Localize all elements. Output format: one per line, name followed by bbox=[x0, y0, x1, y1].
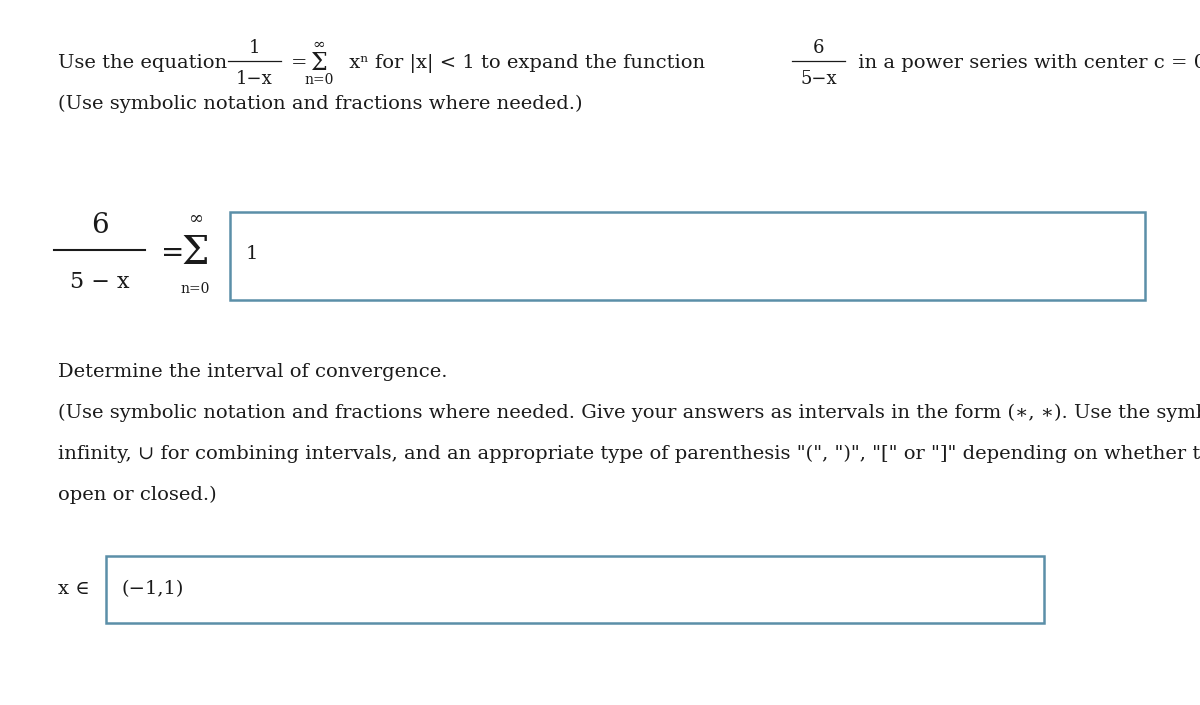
Text: 1: 1 bbox=[248, 39, 260, 57]
Text: Determine the interval of convergence.: Determine the interval of convergence. bbox=[58, 363, 448, 381]
Text: 1−x: 1−x bbox=[236, 70, 272, 88]
Text: 5−x: 5−x bbox=[800, 70, 836, 88]
Text: Σ: Σ bbox=[311, 52, 328, 75]
Text: in a power series with center c = 0.: in a power series with center c = 0. bbox=[852, 54, 1200, 73]
Text: (Use symbolic notation and fractions where needed.): (Use symbolic notation and fractions whe… bbox=[58, 94, 582, 113]
Text: xⁿ for |x| < 1 to expand the function: xⁿ for |x| < 1 to expand the function bbox=[343, 54, 706, 73]
Text: (Use symbolic notation and fractions where needed. Give your answers as interval: (Use symbolic notation and fractions whe… bbox=[58, 404, 1200, 422]
Text: Σ: Σ bbox=[182, 235, 209, 272]
Text: open or closed.): open or closed.) bbox=[58, 486, 216, 504]
FancyBboxPatch shape bbox=[106, 556, 1044, 623]
Text: =: = bbox=[161, 240, 184, 267]
Text: 6: 6 bbox=[812, 39, 824, 57]
Text: 1: 1 bbox=[246, 245, 258, 263]
Text: ∞: ∞ bbox=[188, 209, 203, 228]
Text: 6: 6 bbox=[91, 212, 108, 239]
Text: infinity, ∪ for combining intervals, and an appropriate type of parenthesis "(",: infinity, ∪ for combining intervals, and… bbox=[58, 445, 1200, 463]
Text: n=0: n=0 bbox=[181, 282, 210, 296]
Text: =: = bbox=[290, 54, 307, 73]
FancyBboxPatch shape bbox=[230, 212, 1145, 300]
Text: (−1,1): (−1,1) bbox=[121, 580, 184, 598]
Text: ∞: ∞ bbox=[313, 38, 325, 52]
Text: 5 − x: 5 − x bbox=[70, 271, 130, 293]
Text: x ∈: x ∈ bbox=[58, 580, 89, 598]
Text: Use the equation: Use the equation bbox=[58, 54, 227, 73]
Text: n=0: n=0 bbox=[305, 73, 334, 87]
